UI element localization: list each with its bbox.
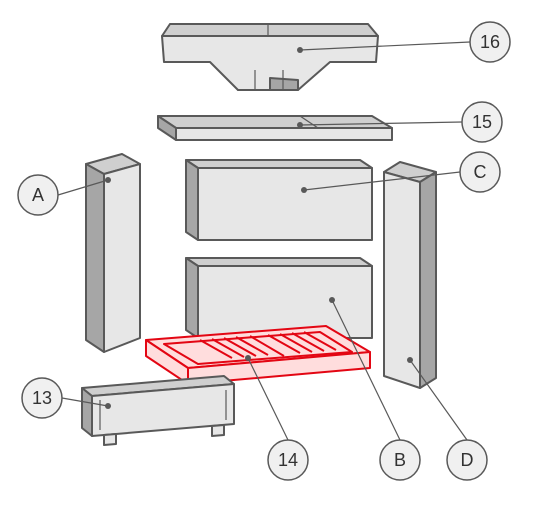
part-14 (146, 326, 370, 384)
label-B: B (394, 450, 406, 470)
part-C (186, 160, 372, 240)
part-15 (158, 116, 392, 140)
label-13: 13 (32, 388, 52, 408)
label-C: C (474, 162, 487, 182)
label-A: A (32, 185, 44, 205)
label-15: 15 (472, 112, 492, 132)
exploded-diagram: A C B D 13 14 (0, 0, 533, 506)
label-14: 14 (278, 450, 298, 470)
part-13 (82, 376, 234, 445)
part-D (384, 162, 436, 388)
part-16 (162, 24, 378, 90)
label-D: D (461, 450, 474, 470)
label-16: 16 (480, 32, 500, 52)
